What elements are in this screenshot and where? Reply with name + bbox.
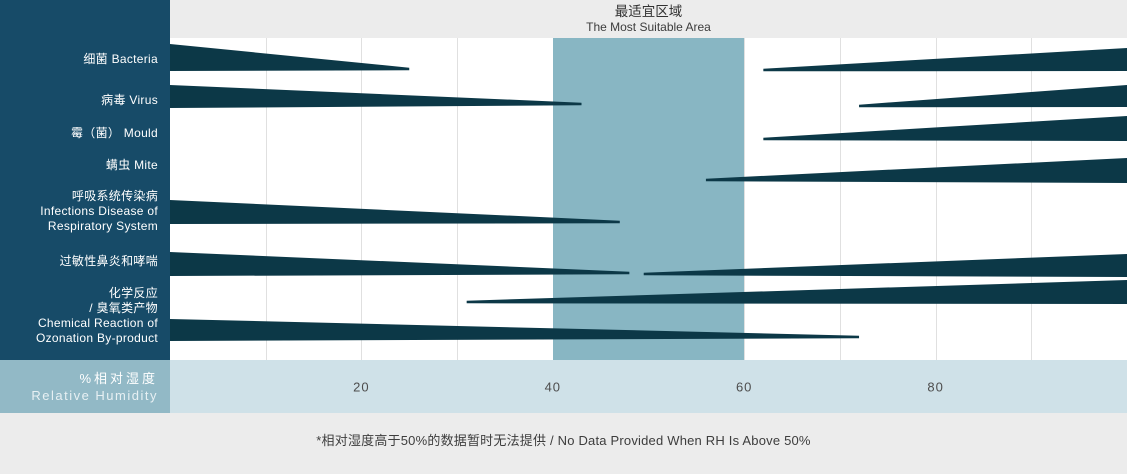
tick-label-80: 80 [927, 379, 944, 394]
tick-label-20: 20 [353, 379, 370, 394]
gridline-10 [265, 38, 267, 360]
gridline-70 [839, 38, 841, 360]
plot-area [170, 38, 1127, 360]
row-label-virus: 病毒 Virus [101, 93, 158, 107]
wedge-1-1 [859, 85, 1127, 108]
humidity-axis: 20 40 60 80 [170, 360, 1127, 413]
row-label-rhinitis: 过敏性鼻炎和哮喘 [59, 254, 158, 268]
wedge-0-1 [763, 48, 1127, 72]
chart-title-zh: 最适宜区域 [614, 4, 683, 19]
chart-title-en: The Most Suitable Area [586, 20, 711, 34]
gridline-80 [935, 38, 937, 360]
wedge-4-0 [170, 200, 620, 224]
tick-label-60: 60 [735, 379, 753, 394]
tick-label-40: 40 [544, 379, 562, 394]
range-wedges [170, 44, 1127, 341]
row-label-mite: 螨虫 Mite [105, 158, 158, 172]
row-label-respiratory: 呼吸系统传染病 Infections Disease of Respiratory … [40, 189, 158, 233]
wedge-2-0 [763, 116, 1127, 141]
row-label-bacteria: 细菌 Bacteria [83, 52, 158, 66]
gridline-20 [361, 38, 363, 360]
footer: *相对湿度高于50%的数据暂时无法提供 / No Data Provided W… [0, 413, 1127, 474]
wedge-1-0 [170, 85, 582, 108]
row-label-chemical: 化学反应 / 臭氧类产物 Chemical Reaction of Ozonation… [35, 286, 158, 345]
wedge-6-1 [170, 319, 860, 341]
wedge-5-0 [170, 252, 630, 276]
gridline-60 [744, 38, 746, 360]
axis-title-zh: %相对湿度 [79, 370, 158, 386]
axis-title-cell: %相对湿度 Relative Humidity [0, 360, 170, 413]
suitable-area-band [552, 38, 745, 360]
axis-title-en: Relative Humidity [31, 387, 158, 403]
footnote-text: *相对湿度高于50%的数据暂时无法提供 / No Data Provided W… [316, 433, 811, 448]
row-label-mould: 霉（菌） Mould [70, 126, 158, 140]
wedge-6-0 [466, 280, 1127, 304]
wedge-3-0 [705, 158, 1127, 183]
wedge-0-0 [170, 44, 410, 71]
chart-header: 最适宜区域 The Most Suitable Area [170, 0, 1127, 38]
row-labels-sidebar: 细菌 Bacteria 病毒 Virus 霉（菌） Mould 螨虫 Mite 呼吸系统… [0, 0, 170, 360]
gridline-90 [1031, 38, 1033, 360]
gridline-30 [457, 38, 459, 360]
wedge-5-1 [643, 254, 1127, 277]
